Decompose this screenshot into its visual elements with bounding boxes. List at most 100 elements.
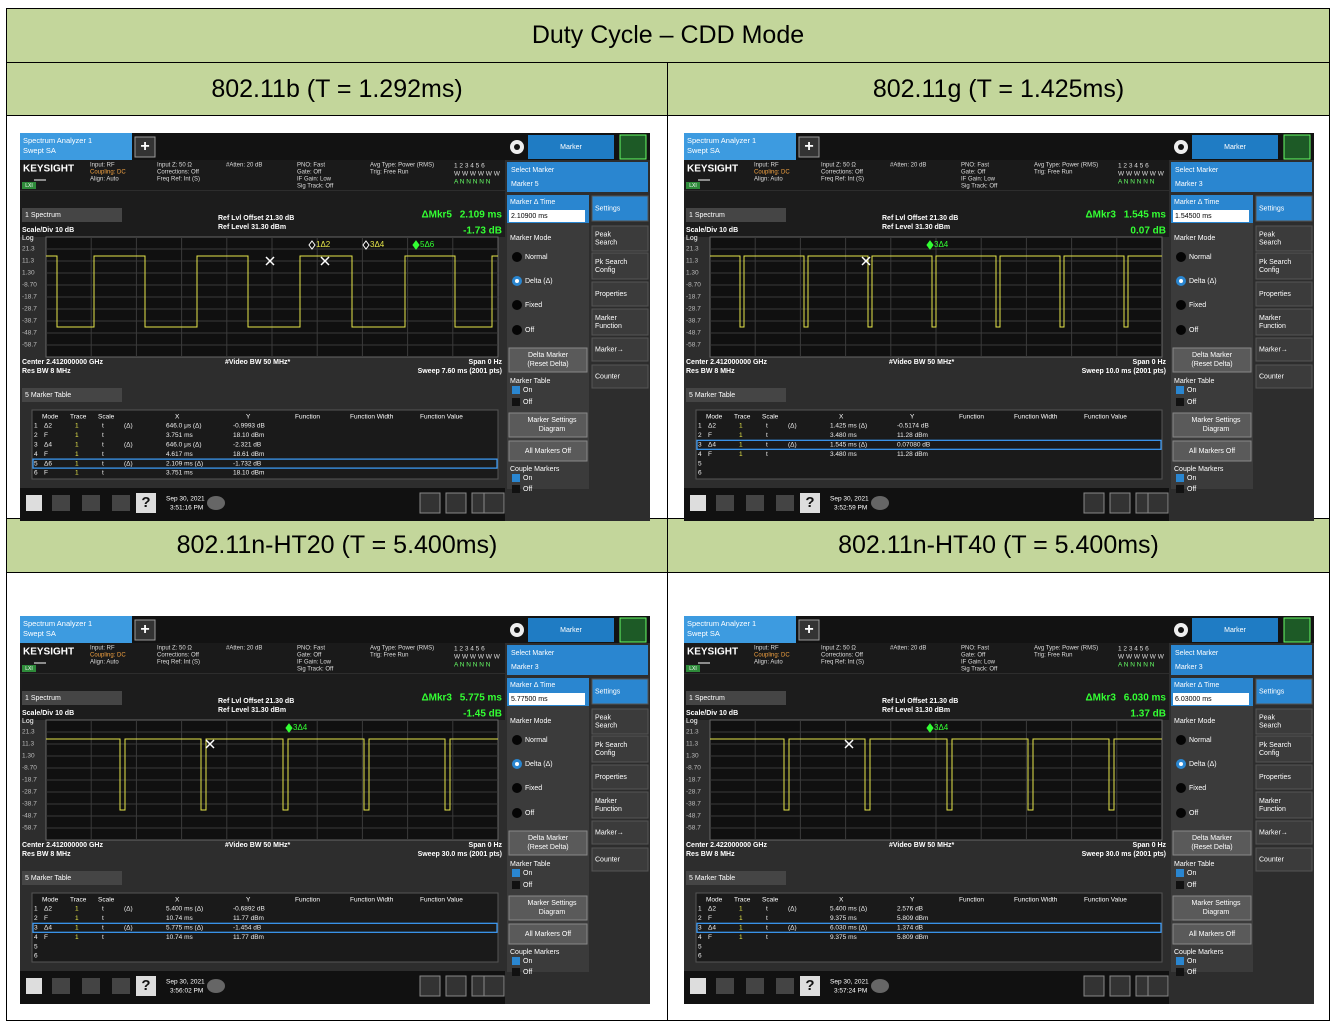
label: Freq Ref: Int (S): [157, 660, 200, 666]
fullscreen-button: [484, 976, 504, 996]
fullscreen-button: [484, 493, 504, 513]
label: Marker: [1259, 315, 1281, 322]
label: PNO: Fast: [297, 646, 325, 652]
file-button: [112, 495, 130, 511]
label: Freq Ref: Int (S): [821, 660, 864, 666]
label: Off: [525, 327, 534, 334]
label: 1: [698, 906, 702, 913]
label: Δ2: [708, 423, 716, 430]
label: Marker Settings: [527, 417, 577, 424]
undo-button: [716, 978, 734, 994]
label: -28.7: [22, 306, 37, 313]
label: 3.480 ms: [830, 432, 857, 439]
label: 11.3: [686, 741, 699, 748]
label: #Atten: 20 dB: [890, 163, 926, 169]
label: -1.73 dB: [463, 226, 502, 237]
label: Marker Mode: [1174, 235, 1215, 242]
label: Coupling: DC: [754, 653, 790, 659]
label: Search: [595, 722, 617, 729]
label: PNO: Fast: [961, 163, 989, 169]
label: Input: RF: [754, 646, 779, 652]
label: 1.374 dB: [897, 925, 923, 932]
label: Mode: [42, 414, 59, 421]
label: Scale/Div 10 dB: [22, 710, 74, 717]
settings-icon: [1178, 627, 1184, 633]
label: Align: Auto: [90, 660, 119, 666]
label: -18.7: [686, 777, 701, 784]
label: 0.07080 dB: [897, 442, 930, 449]
label: 1.30: [22, 270, 35, 277]
label: 2: [34, 432, 38, 439]
label: 5: [34, 460, 38, 467]
label: 1: [75, 915, 79, 922]
label: Align: Auto: [754, 660, 783, 666]
label: (Δ): [124, 906, 133, 913]
label: Marker 5: [511, 181, 539, 188]
toggle-off: [1176, 398, 1184, 406]
toggle-on: [512, 474, 520, 482]
label: Search: [1259, 239, 1281, 246]
label: Marker 3: [1175, 181, 1203, 188]
label: 6.030 ms: [1124, 693, 1167, 704]
label: Marker Δ Time: [510, 682, 555, 689]
label: W W W W W W: [1118, 654, 1165, 661]
label: -0.5174 dB: [897, 423, 929, 430]
label: (Δ): [124, 925, 133, 932]
toggle-on: [512, 957, 520, 965]
label: 646.0 μs (Δ): [166, 442, 202, 449]
touch-button: [1110, 976, 1130, 996]
label: 3Δ4: [370, 240, 385, 249]
label: Spectrum Analyzer 1: [23, 136, 92, 145]
label: Swept SA: [23, 629, 56, 638]
label: -1.732 dB: [233, 460, 261, 467]
label: t: [102, 451, 104, 458]
label: t: [102, 423, 104, 430]
windows-icon: [690, 495, 706, 511]
label: Trace: [734, 414, 751, 421]
label: Sig Track: Off: [297, 667, 334, 673]
label: IF Gain: Low: [297, 177, 332, 183]
label: t: [102, 915, 104, 922]
label: Span 0 Hz: [469, 842, 503, 849]
radio-dot: [515, 762, 519, 766]
toggle-off: [512, 968, 520, 976]
label: 1 2 3 4 5 6: [1118, 163, 1149, 170]
label: Config: [1259, 267, 1279, 274]
label: Center 2.422000000 GHz: [686, 842, 767, 849]
label: 5 Marker Table: [689, 875, 735, 882]
label: 5: [34, 943, 38, 950]
settings-icon: [1178, 144, 1184, 150]
label: X: [839, 897, 844, 904]
label: #Atten: 20 dB: [890, 646, 926, 652]
label: t: [102, 906, 104, 913]
label: Normal: [1189, 254, 1212, 261]
label: 11.3: [22, 258, 35, 265]
label: Select Marker: [1175, 650, 1219, 657]
label: Off: [523, 882, 532, 889]
label: Scale/Div 10 dB: [686, 227, 738, 234]
label: 1: [75, 451, 79, 458]
label: On: [1187, 387, 1196, 394]
label: 11.77 dBm: [233, 934, 264, 941]
label: On: [1187, 475, 1196, 482]
label: Δ4: [708, 925, 716, 932]
label: 1.545 ms (Δ): [830, 442, 867, 449]
label: (Δ): [788, 442, 797, 449]
label: 3Δ4: [293, 723, 308, 732]
label: t: [766, 934, 768, 941]
label: 6: [34, 953, 38, 960]
label: Mode: [706, 897, 723, 904]
analyzer-screen: Spectrum Analyzer 1Swept SA+MarkerKEYSIG…: [684, 616, 1314, 1004]
label: 3.751 ms: [166, 470, 193, 477]
label: Peak: [1259, 714, 1275, 721]
label: 1: [75, 460, 79, 467]
label: Scale: [762, 414, 779, 421]
label: Sig Track: Off: [961, 184, 998, 190]
label: 3:51:16 PM: [170, 505, 203, 512]
label: Off: [1189, 810, 1198, 817]
label: Mode: [42, 897, 59, 904]
label: Properties: [595, 291, 627, 298]
label: PNO: Fast: [961, 646, 989, 652]
label: Marker Table: [1174, 378, 1214, 385]
column-heading: 802.11g (T = 1.425ms): [667, 62, 1330, 116]
